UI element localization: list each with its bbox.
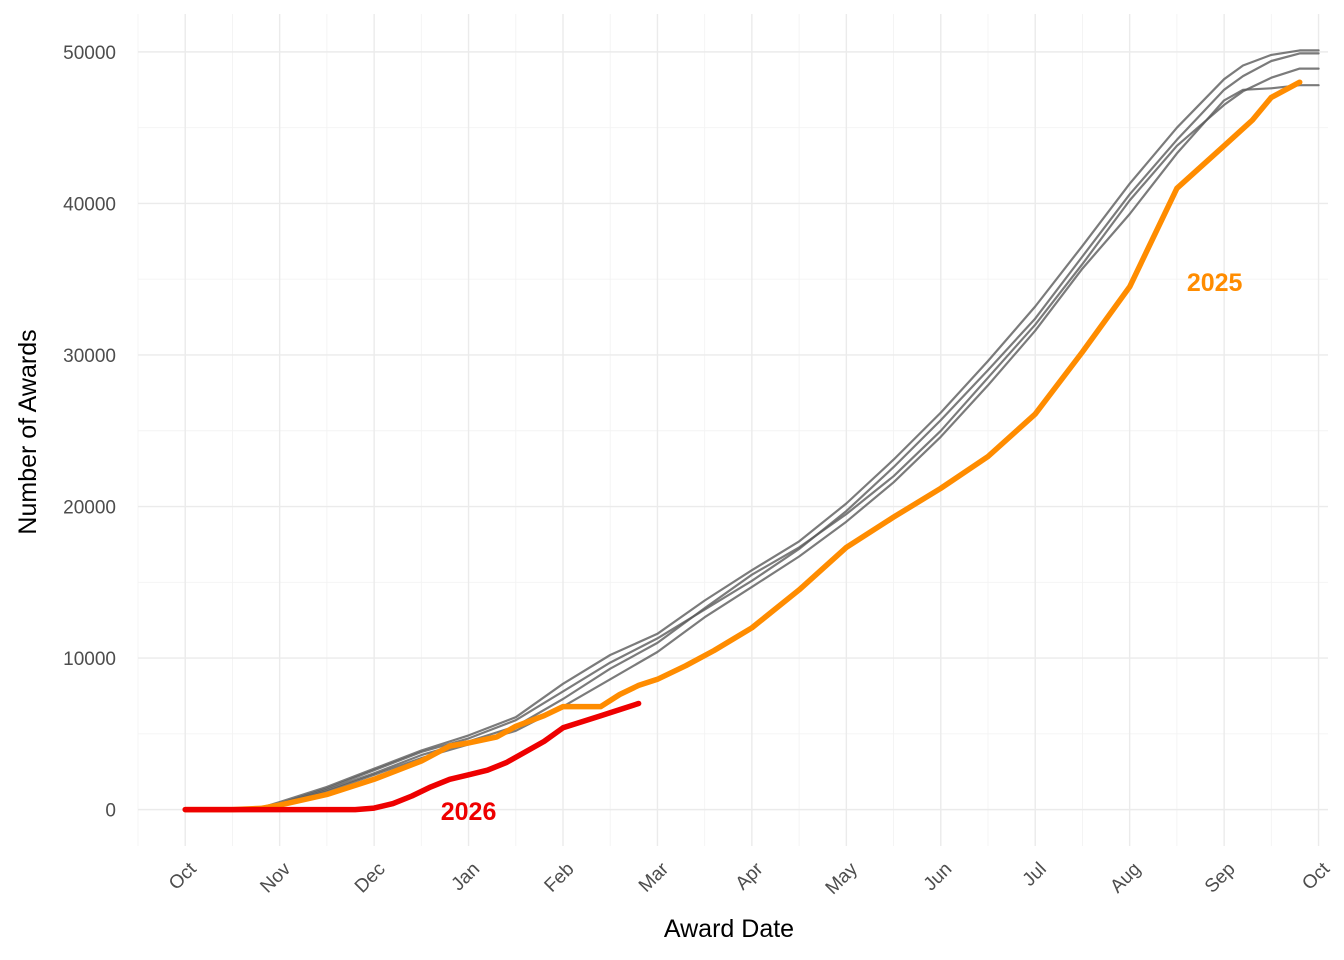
x-axis-title: Award Date: [664, 915, 794, 943]
series-annotations: 2025 2026: [441, 269, 1243, 826]
series-line-2026: [182, 700, 642, 813]
grid-major: [138, 14, 1328, 846]
x-tick-label-5: Mar: [635, 858, 673, 896]
series-line-gray-1: [184, 52, 1320, 811]
y-axis-ticks: 0 10000 20000 30000 40000 50000: [63, 43, 116, 822]
x-tick-label-1: Nov: [256, 858, 295, 897]
series-lines: [182, 49, 1320, 813]
x-tick-label-0: Oct: [165, 858, 201, 894]
x-tick-label-12: Oct: [1298, 858, 1334, 894]
y-tick-label-0: 0: [105, 801, 116, 822]
x-tick-label-3: Jan: [448, 859, 485, 896]
x-tick-label-11: Sep: [1201, 859, 1240, 898]
series-line-2025: [182, 79, 1303, 813]
x-tick-label-9: Jul: [1019, 859, 1051, 891]
x-axis-ticks: Oct Nov Dec Jan Feb Mar Apr May Jun Jul Aug Sep Oct: [165, 858, 1335, 899]
series-line-gray-3: [184, 84, 1320, 811]
x-tick-label-8: Jun: [920, 859, 957, 896]
x-tick-label-6: Apr: [732, 858, 768, 894]
grid-minor: [137, 14, 1328, 846]
y-tick-label-50000: 50000: [63, 43, 116, 64]
y-tick-label-40000: 40000: [63, 194, 116, 215]
x-tick-label-2: Dec: [351, 859, 390, 898]
y-tick-label-20000: 20000: [63, 498, 116, 519]
x-tick-label-10: Aug: [1106, 859, 1145, 898]
y-tick-label-30000: 30000: [63, 346, 116, 367]
y-axis-title: Number of Awards: [14, 329, 42, 534]
series-line-gray-4: [184, 49, 1320, 811]
x-tick-label-7: May: [822, 858, 863, 899]
x-tick-label-4: Feb: [541, 859, 579, 897]
annotation-2025: 2025: [1187, 269, 1243, 297]
annotation-2026: 2026: [441, 798, 497, 826]
y-tick-label-10000: 10000: [63, 649, 116, 670]
